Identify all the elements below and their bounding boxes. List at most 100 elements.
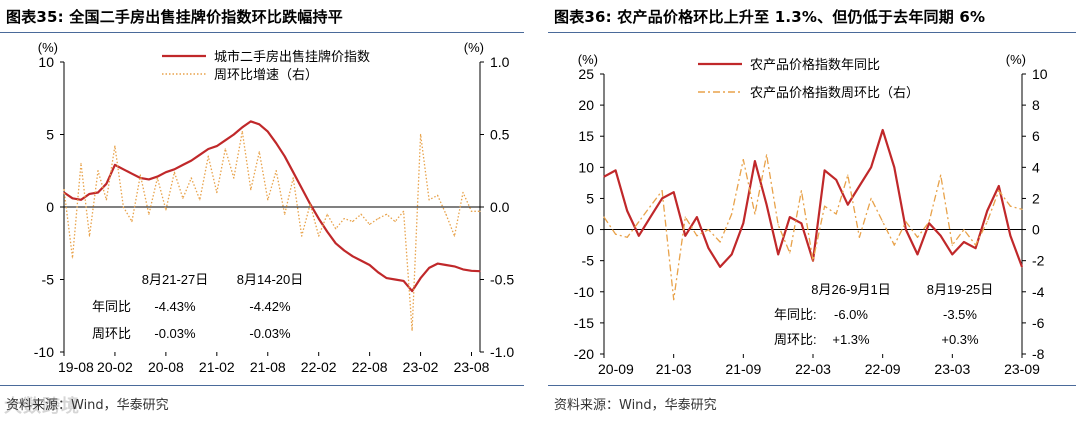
right-tick-label: -4 bbox=[1032, 284, 1045, 300]
right-tick-label: 0 bbox=[1032, 222, 1040, 238]
series-1-point bbox=[292, 171, 294, 173]
series-2-point bbox=[719, 241, 721, 243]
series-2-point bbox=[835, 213, 837, 215]
series-2-point bbox=[241, 131, 243, 133]
x-tick-label: 22-08 bbox=[352, 359, 388, 375]
series-1-point bbox=[975, 247, 977, 249]
left-tick-label: -5 bbox=[42, 272, 55, 288]
series-2-point bbox=[114, 145, 116, 147]
series-1-point bbox=[479, 270, 481, 272]
series-1-point bbox=[437, 263, 439, 265]
series-2-point bbox=[812, 260, 814, 262]
series-2-point bbox=[998, 190, 1000, 192]
series-2-point bbox=[626, 236, 628, 238]
right-source-note: 资料来源：Wind，华泰研究 bbox=[554, 398, 717, 413]
series-2-point bbox=[258, 151, 260, 153]
series-line-1 bbox=[63, 120, 481, 293]
series-1-point bbox=[224, 139, 226, 141]
series-2-point bbox=[386, 213, 388, 215]
series-2-point bbox=[88, 235, 91, 237]
series-2-point bbox=[893, 244, 895, 246]
series-1-point bbox=[626, 210, 628, 212]
annotation-wow-1: +1.3% bbox=[832, 332, 870, 347]
x-tick-label: 23-09 bbox=[1004, 361, 1040, 377]
series-1-point bbox=[986, 210, 988, 212]
right-chart-svg: (%) (%)2520151050-5-10-15-201086420-2-4-6… bbox=[574, 52, 1048, 377]
series-1-point bbox=[156, 176, 158, 178]
annotation-wow-label: 周环比 bbox=[92, 326, 131, 341]
series-2-point bbox=[411, 329, 413, 331]
series-2-point bbox=[377, 218, 379, 220]
watermark: 大数跨境 bbox=[4, 396, 80, 417]
series-1-point bbox=[250, 120, 252, 122]
x-tick-label: 20-08 bbox=[148, 359, 184, 375]
series-2-point bbox=[603, 216, 605, 218]
series-2-point bbox=[199, 199, 201, 201]
series-1-point bbox=[377, 271, 379, 273]
series-2-point bbox=[224, 148, 226, 150]
series-1-point bbox=[453, 265, 456, 267]
right-tick-label: 1.0 bbox=[490, 54, 510, 70]
left-tick-label: 20 bbox=[578, 97, 594, 113]
series-1-point bbox=[420, 277, 422, 279]
series-1-point bbox=[963, 241, 965, 243]
series-1-point bbox=[731, 253, 733, 255]
left-tick-label: 10 bbox=[38, 54, 54, 70]
series-1-point bbox=[777, 253, 779, 255]
series-1-point bbox=[318, 218, 320, 220]
x-tick-label: 21-08 bbox=[250, 359, 286, 375]
series-1-point bbox=[470, 270, 473, 272]
annotation-wow-1: -0.03% bbox=[154, 326, 196, 341]
series-2-point bbox=[369, 223, 371, 225]
series-2-point bbox=[148, 213, 150, 215]
left-tick-label: -15 bbox=[574, 315, 594, 331]
series-1-point bbox=[326, 231, 328, 233]
series-1-point bbox=[369, 264, 371, 266]
right-tick-label: 0.0 bbox=[490, 199, 510, 215]
x-tick-label: 23-08 bbox=[454, 359, 490, 375]
left-tick-label: 5 bbox=[586, 190, 594, 206]
series-2-point bbox=[462, 191, 464, 194]
left-tick-label: 5 bbox=[46, 127, 54, 143]
series-1-point bbox=[131, 173, 133, 175]
series-2-point bbox=[754, 213, 756, 215]
series-1-point bbox=[847, 204, 849, 206]
right-chart-title: 图表36: 农产品价格环比上升至 1.3%、但仍低于去年同期 6% bbox=[554, 8, 986, 26]
series-1-point bbox=[428, 267, 430, 269]
series-2-point bbox=[824, 205, 826, 207]
left-chart-panel: 图表35: 全国二手房出售挂牌价指数环比跌幅持平 (%) (%) 10 5 0 -5 -10… bbox=[0, 0, 528, 424]
series-2-point bbox=[343, 218, 345, 220]
series-2-point bbox=[800, 190, 802, 192]
series-2-point bbox=[284, 213, 286, 215]
series-2-point bbox=[882, 221, 884, 223]
x-tick-label: 22-02 bbox=[301, 359, 337, 375]
right-tick-label: 2 bbox=[1032, 190, 1040, 206]
right-tick-label: -8 bbox=[1032, 346, 1045, 362]
series-2-point bbox=[684, 216, 686, 218]
series-2-point bbox=[233, 177, 235, 179]
series-2-point bbox=[789, 252, 791, 254]
series-1-point bbox=[940, 235, 942, 237]
x-tick-label: 20-09 bbox=[598, 361, 634, 377]
series-1-point bbox=[603, 176, 605, 178]
series-1-point bbox=[893, 166, 895, 168]
annotation-date-1: 8月21-27日 bbox=[142, 272, 208, 287]
series-2-point bbox=[318, 235, 320, 237]
series-2-point bbox=[975, 244, 977, 246]
series-2-point bbox=[190, 177, 192, 179]
series-1-point bbox=[241, 126, 243, 128]
series-1-point bbox=[165, 171, 167, 173]
legend-label-1: 城市二手房出售挂牌价指数 bbox=[214, 49, 370, 64]
series-2-point bbox=[731, 213, 733, 215]
series-1-point bbox=[352, 255, 354, 257]
series-1-point bbox=[122, 168, 124, 170]
x-tick-label: 23-03 bbox=[934, 361, 970, 377]
left-title-rule bbox=[0, 32, 524, 33]
series-2-point bbox=[71, 257, 74, 259]
annotation-date-1: 8月26-9月1日 bbox=[811, 282, 890, 297]
series-1-point bbox=[360, 260, 362, 262]
right-tick-label: -6 bbox=[1032, 315, 1045, 331]
series-2-point bbox=[1021, 208, 1023, 210]
annotation-date-2: 8月14-20日 bbox=[237, 272, 303, 287]
series-1-point bbox=[754, 160, 756, 162]
